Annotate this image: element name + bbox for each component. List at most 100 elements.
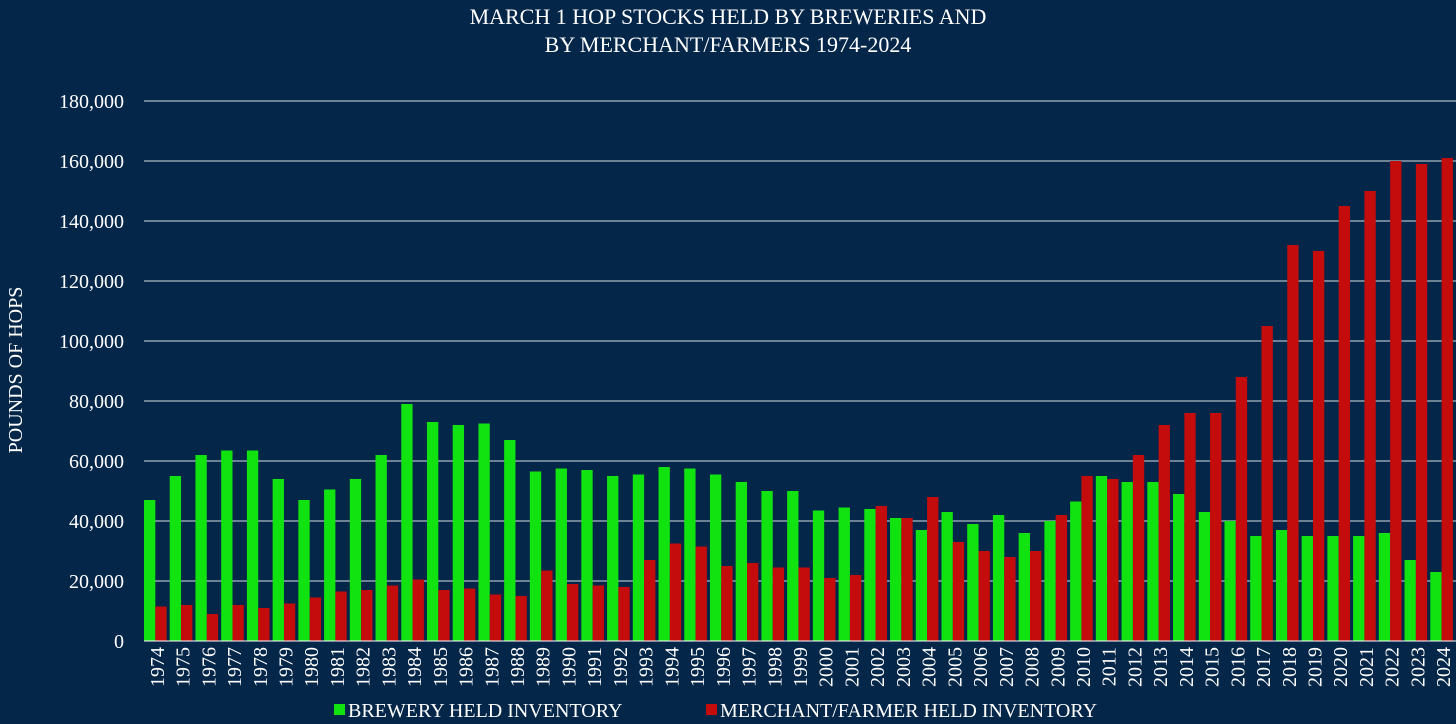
bar-brewery-2000 xyxy=(812,510,825,641)
x-tick-label: 2006 xyxy=(970,647,992,687)
bar-brewery-2004 xyxy=(915,530,928,641)
bar-brewery-2006 xyxy=(967,524,979,641)
bar-merchant-farmer-2007 xyxy=(1004,557,1016,641)
bar-merchant-farmer-2022 xyxy=(1390,161,1402,641)
bar-merchant-farmer-1993 xyxy=(644,560,656,641)
bar-merchant-farmer-1974 xyxy=(155,606,167,641)
bar-brewery-2022 xyxy=(1378,533,1391,641)
bar-brewery-2002 xyxy=(864,509,876,641)
bar-merchant-farmer-1977 xyxy=(232,605,244,641)
bar-merchant-farmer-1990 xyxy=(566,584,579,641)
bar-brewery-2010 xyxy=(1070,501,1082,641)
x-tick-label: 1978 xyxy=(250,647,272,687)
x-tick-label: 1998 xyxy=(764,647,786,687)
bar-merchant-farmer-2008 xyxy=(1029,551,1042,641)
bar-brewery-2008 xyxy=(1018,533,1030,641)
x-tick-label: 1980 xyxy=(301,647,323,687)
x-axis-ticks: 1974 1975 1976 1977 1978 1979 1980 1981 1982 1983… xyxy=(147,647,1455,687)
x-tick-label: 2002 xyxy=(867,647,889,687)
bar-merchant-farmer-1980 xyxy=(309,597,321,641)
bar-merchant-farmer-1985 xyxy=(438,590,450,641)
bar-brewery-1981 xyxy=(324,489,336,641)
x-tick-label: 2020 xyxy=(1330,647,1352,687)
bar-merchant-farmer-2002 xyxy=(875,506,887,641)
x-tick-label: 2005 xyxy=(944,647,966,687)
bar-merchant-farmer-2017 xyxy=(1261,326,1273,641)
x-tick-label: 2008 xyxy=(1022,647,1044,687)
x-tick-label: 1975 xyxy=(173,647,195,687)
x-tick-label: 1994 xyxy=(661,647,683,687)
bar-merchant-farmer-2004 xyxy=(927,497,939,641)
legend-label-merchant-farmer: MERCHANT/FARMER HELD INVENTORY xyxy=(720,700,1097,722)
bar-brewery-2003 xyxy=(890,518,902,641)
x-tick-label: 1996 xyxy=(713,647,735,687)
x-tick-label: 2023 xyxy=(1407,647,1429,687)
legend-swatch-brewery xyxy=(334,704,345,715)
bar-merchant-farmer-2021 xyxy=(1364,191,1376,641)
x-tick-label: 1974 xyxy=(147,647,169,687)
x-tick-label: 1983 xyxy=(378,647,400,687)
bar-brewery-1986 xyxy=(452,425,465,641)
bar-brewery-2005 xyxy=(941,512,953,641)
bar-merchant-farmer-1991 xyxy=(592,585,604,641)
bar-merchant-farmer-2016 xyxy=(1235,377,1248,641)
bar-merchant-farmer-1992 xyxy=(618,587,630,641)
x-tick-label: 1984 xyxy=(404,647,426,687)
x-tick-label: 1986 xyxy=(456,647,478,687)
bar-brewery-1987 xyxy=(478,423,490,641)
bar-merchant-farmer-2009 xyxy=(1055,515,1068,641)
x-tick-label: 1995 xyxy=(687,647,709,687)
bar-brewery-1996 xyxy=(709,474,722,641)
bar-brewery-1978 xyxy=(246,450,259,641)
y-tick-label: 140,000 xyxy=(59,211,124,233)
bar-brewery-2019 xyxy=(1301,536,1313,641)
x-tick-label: 2004 xyxy=(919,647,941,687)
x-tick-label: 1976 xyxy=(198,647,220,687)
bar-brewery-1977 xyxy=(221,450,233,641)
bar-merchant-farmer-2014 xyxy=(1184,413,1196,641)
x-tick-label: 1977 xyxy=(224,647,246,687)
x-tick-label: 2011 xyxy=(1099,647,1121,686)
bar-brewery-1998 xyxy=(761,491,773,641)
x-tick-label: 2018 xyxy=(1279,647,1301,687)
bar-brewery-1983 xyxy=(375,455,387,641)
bar-brewery-2020 xyxy=(1327,536,1339,641)
bar-brewery-1999 xyxy=(787,491,799,641)
bar-brewery-1991 xyxy=(581,470,593,641)
bar-brewery-1979 xyxy=(272,479,284,641)
bar-merchant-farmer-2023 xyxy=(1415,164,1428,641)
x-tick-label: 2013 xyxy=(1150,647,1172,687)
x-tick-label: 2021 xyxy=(1356,647,1378,687)
bar-merchant-farmer-1976 xyxy=(206,614,219,641)
x-tick-label: 2010 xyxy=(1073,647,1095,687)
x-tick-label: 2009 xyxy=(1047,647,1069,687)
bar-merchant-farmer-2024 xyxy=(1441,158,1453,641)
bar-merchant-farmer-2000 xyxy=(824,578,836,641)
bar-merchant-farmer-1986 xyxy=(464,588,476,641)
bar-merchant-farmer-1981 xyxy=(335,591,347,641)
bar-brewery-1980 xyxy=(298,500,310,641)
bars xyxy=(144,158,1453,641)
x-tick-label: 1991 xyxy=(584,647,606,687)
x-tick-label: 2007 xyxy=(996,647,1018,687)
x-tick-label: 1981 xyxy=(327,647,349,687)
bar-brewery-1988 xyxy=(504,440,516,641)
bar-merchant-farmer-2001 xyxy=(849,575,862,641)
y-tick-label: 120,000 xyxy=(59,271,124,293)
bar-merchant-farmer-1998 xyxy=(772,567,785,641)
x-tick-label: 1999 xyxy=(790,647,812,687)
bar-brewery-2012 xyxy=(1121,482,1133,641)
y-tick-label: 40,000 xyxy=(69,511,124,533)
bar-brewery-1974 xyxy=(144,500,156,641)
bar-brewery-2014 xyxy=(1173,494,1185,641)
y-tick-label: 20,000 xyxy=(69,571,124,593)
bar-merchant-farmer-2015 xyxy=(1210,413,1222,641)
bar-merchant-farmer-2019 xyxy=(1312,251,1325,641)
bar-brewery-2001 xyxy=(838,507,850,641)
bar-merchant-farmer-2011 xyxy=(1107,479,1119,641)
x-tick-label: 1989 xyxy=(533,647,555,687)
x-tick-label: 2014 xyxy=(1176,647,1198,687)
bar-brewery-1984 xyxy=(401,404,413,641)
